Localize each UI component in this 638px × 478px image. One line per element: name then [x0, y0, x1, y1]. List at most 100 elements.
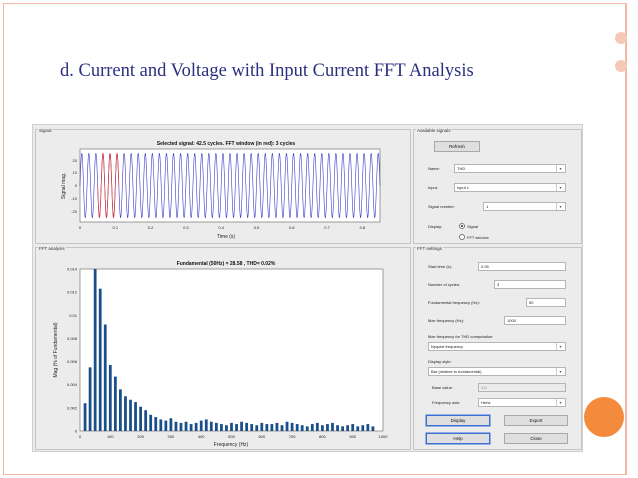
- fund-freq-label: Fundamental frequency (Hz):: [428, 300, 480, 305]
- fft-bar: [113, 376, 117, 431]
- fft-bar: [346, 425, 350, 431]
- fft-yticks: 0.014 0.012 0.01 0.008 0.006 0.004 0.002 0: [67, 267, 78, 434]
- signal-xtick: 0.3: [183, 225, 189, 230]
- fft-bar: [315, 422, 319, 431]
- fft-bar: [98, 288, 102, 431]
- signal-number-value: 1: [486, 204, 489, 209]
- fft-ylabel: Mag (% of Fundamental): [53, 322, 59, 377]
- max-freq-label: Max frequency (Hz):: [428, 318, 465, 323]
- base-value-input[interactable]: 1.0: [478, 383, 566, 392]
- signal-xtick: 0.2: [148, 225, 154, 230]
- fft-panel-label: FFT analysis: [38, 246, 66, 251]
- signal-waveform: [79, 152, 381, 219]
- export-button[interactable]: Export: [504, 415, 568, 426]
- fft-bar: [225, 425, 228, 431]
- fft-bar: [255, 425, 259, 431]
- fft-xtick: 800: [319, 434, 326, 439]
- radio-fft-window[interactable]: [459, 234, 465, 240]
- name-select[interactable]: THD ▾: [454, 164, 566, 173]
- input-label: Input:: [428, 185, 439, 190]
- fft-ytick: 0.006: [67, 359, 78, 364]
- fft-chart: Fundamental (50Hz) = 28.58 , THD= 0.02% …: [53, 261, 388, 448]
- fft-chart-title: Fundamental (50Hz) = 28.58 , THD= 0.02%: [177, 261, 276, 267]
- signal-ytick: -10: [71, 196, 78, 201]
- fft-bar: [260, 422, 264, 431]
- name-select-value: THD: [457, 166, 466, 171]
- fft-bar: [83, 403, 87, 431]
- fft-bar: [361, 425, 365, 431]
- input-select-value: input 1: [457, 185, 470, 190]
- signal-xtick: 0.8: [360, 225, 366, 230]
- fft-bar: [189, 424, 193, 431]
- available-signals-panel: Available signals Refresh Name: THD ▾ In…: [413, 128, 582, 244]
- fft-xticks: 0 100 200 300 400 500 600 700 800 900 1000: [79, 434, 388, 439]
- input-select[interactable]: input 1 ▾: [454, 183, 566, 192]
- fft-bar: [295, 424, 299, 431]
- refresh-button[interactable]: Refresh: [434, 141, 480, 152]
- fft-bars: [83, 269, 375, 431]
- start-time-input[interactable]: 0.05: [478, 262, 566, 271]
- signal-xticks: 0 0.1 0.2 0.3 0.4 0.5 0.6 0.7 0.8: [79, 225, 366, 230]
- signal-xtick: 0: [79, 225, 82, 230]
- fft-bar: [275, 422, 279, 431]
- fft-bar: [149, 414, 153, 431]
- fft-bar: [194, 422, 198, 431]
- fft-bar: [230, 422, 233, 431]
- signal-ytick: -20: [71, 209, 78, 214]
- signal-xtick: 0.6: [289, 225, 295, 230]
- powergui-fft-window: Signal Selected signal: 42.5 cycles. FFT…: [32, 124, 583, 452]
- help-button[interactable]: Help: [426, 433, 490, 444]
- signal-ylabel: Signal mag.: [61, 173, 67, 199]
- close-button[interactable]: Close: [504, 433, 568, 444]
- freq-axis-value: Hertz: [481, 400, 491, 405]
- fft-bar: [169, 418, 173, 431]
- fft-xtick: 500: [228, 434, 235, 439]
- freq-axis-select[interactable]: Hertz ▾: [478, 398, 566, 407]
- fft-bar: [265, 424, 269, 431]
- chevron-down-icon: ▾: [556, 203, 564, 210]
- signal-yticks: 20 10 0 -10 -20: [71, 158, 78, 214]
- chevron-down-icon: ▾: [556, 399, 564, 406]
- fft-bar: [310, 424, 314, 431]
- signal-number-select[interactable]: 1 ▾: [483, 202, 566, 211]
- decor-dot-orange: [584, 397, 624, 437]
- fund-freq-input[interactable]: 50: [526, 298, 566, 307]
- fft-bar: [144, 410, 148, 431]
- fft-xtick: 400: [198, 434, 205, 439]
- fft-xlabel: Frequency (Hz): [214, 442, 249, 448]
- radio-signal[interactable]: [459, 223, 465, 229]
- signal-number-label: Signal number:: [428, 204, 455, 209]
- fft-analysis-panel: FFT analysis Fundamental (50Hz) = 28.58 …: [35, 246, 411, 450]
- fft-bar: [220, 424, 223, 431]
- display-style-select[interactable]: Bar (relative to fundamental) ▾: [428, 367, 566, 376]
- decor-dot-small: [615, 32, 627, 44]
- fft-bar: [305, 426, 309, 431]
- signal-xtick: 0.1: [113, 225, 119, 230]
- chevron-down-icon: ▾: [556, 165, 564, 172]
- max-freq-input[interactable]: 1000: [504, 316, 566, 325]
- fft-bar: [321, 425, 324, 431]
- fft-bar: [336, 425, 339, 431]
- display-button[interactable]: Display: [426, 415, 490, 426]
- fft-xtick: 200: [137, 434, 144, 439]
- base-value-label: Base value:: [432, 385, 453, 390]
- fft-bar: [184, 421, 188, 431]
- slide-title: d. Current and Voltage with Input Curren…: [60, 61, 474, 81]
- fft-bar: [179, 422, 183, 431]
- fft-bar: [159, 419, 163, 431]
- fft-bar: [214, 422, 218, 431]
- radio-signal-label: Signal: [467, 224, 479, 229]
- fft-ytick: 0.01: [69, 313, 78, 318]
- max-freq-thd-value: Nyquist frequency: [431, 344, 464, 349]
- decor-dot-mid: [615, 60, 627, 72]
- fft-bar: [341, 426, 344, 431]
- signal-ytick: 20: [73, 158, 78, 163]
- chevron-down-icon: ▾: [556, 184, 564, 191]
- signal-xtick: 0.4: [218, 225, 224, 230]
- fft-bar: [250, 424, 254, 431]
- cycles-input[interactable]: 3: [494, 280, 566, 289]
- fft-ytick: 0.008: [67, 336, 78, 341]
- max-freq-thd-select[interactable]: Nyquist frequency ▾: [428, 342, 566, 351]
- fft-bar: [290, 422, 294, 431]
- fft-bar: [270, 424, 274, 431]
